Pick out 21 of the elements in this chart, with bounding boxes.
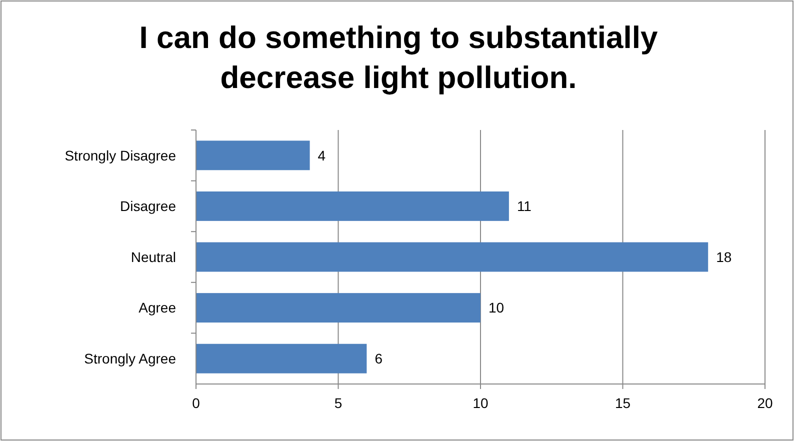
y-tick-label: Neutral <box>130 248 176 265</box>
x-tick-label: 15 <box>614 395 631 411</box>
x-tick-label: 5 <box>334 395 342 411</box>
data-label: 6 <box>374 350 383 366</box>
data-label: 4 <box>318 147 326 164</box>
y-tick-label: Agree <box>138 300 176 316</box>
x-tick-label: 10 <box>472 395 488 411</box>
x-tick-label: 0 <box>192 395 200 411</box>
data-label: 18 <box>716 248 732 265</box>
bar <box>196 140 310 170</box>
bar <box>196 344 367 374</box>
y-tick-label: Disagree <box>120 198 176 214</box>
chart-title: I can do something to substantially decrease light pollution. <box>139 20 658 95</box>
y-tick-label: Strongly Disagree <box>64 147 176 164</box>
y-tick-label: Strongly Agree <box>84 350 176 366</box>
data-label: 11 <box>516 198 532 214</box>
data-label: 10 <box>488 300 504 316</box>
bar <box>196 242 708 272</box>
bar <box>196 191 509 221</box>
x-tick-label: 20 <box>757 395 773 411</box>
bar <box>196 293 480 323</box>
